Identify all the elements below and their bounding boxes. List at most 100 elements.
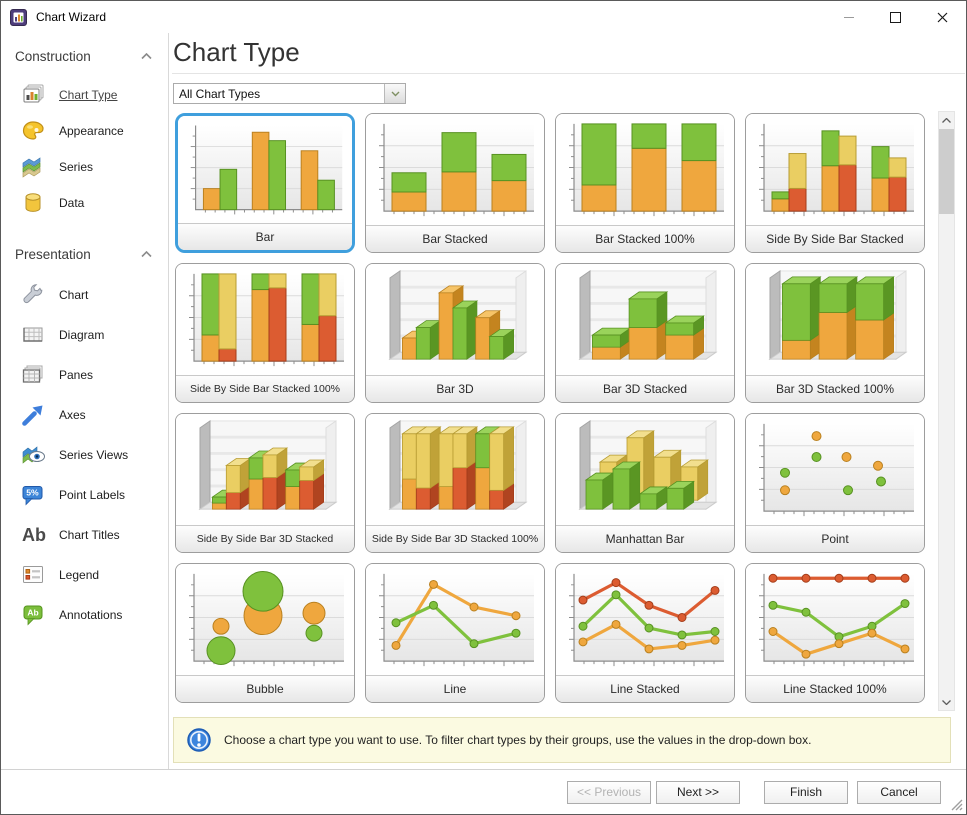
sidebar: Construction Chart Type Appearance Series Da…	[1, 33, 169, 769]
dropdown-selected-value: All Chart Types	[179, 86, 261, 101]
sidebar-group-presentation: Presentation Chart Diagram Panes Axes Series …	[1, 237, 168, 635]
tile-label: Bar	[178, 223, 352, 250]
legend-icon	[20, 562, 46, 588]
sidebar-item-label: Chart Titles	[59, 528, 120, 542]
sidebar-item-label: Chart	[59, 288, 89, 302]
panes-icon	[20, 362, 46, 388]
chart-type-tile-line[interactable]: Line	[365, 563, 545, 703]
chart-type-tile-bubble[interactable]: Bubble	[175, 563, 355, 703]
titlebar: Chart Wizard	[1, 1, 966, 33]
sidebar-item-label: Point Labels	[59, 488, 126, 502]
chart-icon	[20, 282, 46, 308]
series-views-icon	[20, 442, 46, 468]
minimize-button[interactable]	[825, 1, 872, 33]
svg-text:Ab: Ab	[22, 525, 46, 545]
sidebar-item-appearance[interactable]: Appearance	[1, 113, 168, 149]
finish-button[interactable]: Finish	[764, 780, 848, 804]
chart-type-tile-side-by-side-bar-stacked-100[interactable]: Side By Side Bar Stacked 100%	[175, 263, 355, 403]
tile-chart-thumbnail	[366, 264, 544, 375]
sidebar-group-construction: Construction Chart Type Appearance Series Da…	[1, 39, 168, 221]
diagram-icon	[20, 322, 46, 348]
sidebar-item-label: Chart Type	[59, 88, 118, 102]
chart-type-tile-bar[interactable]: Bar	[175, 113, 355, 253]
tile-chart-thumbnail	[556, 264, 734, 375]
previous-button[interactable]: << Previous	[567, 780, 651, 804]
sidebar-item-label: Axes	[59, 408, 86, 422]
next-button[interactable]: Next >>	[656, 780, 740, 804]
sidebar-item-label: Diagram	[59, 328, 105, 342]
scrollbar-thumb[interactable]	[939, 129, 954, 214]
axes-icon	[20, 402, 46, 428]
resize-grip-icon[interactable]	[950, 798, 964, 812]
chart-type-tile-bar-3d-stacked-100[interactable]: Bar 3D Stacked 100%	[745, 263, 925, 403]
tile-label: Bubble	[176, 675, 354, 702]
sidebar-item-series[interactable]: Series	[1, 149, 168, 185]
chart-type-tile-line-stacked[interactable]: Line Stacked	[555, 563, 735, 703]
sidebar-item-series-views[interactable]: Series Views	[1, 435, 168, 475]
tile-label: Side By Side Bar 3D Stacked 100%	[366, 525, 544, 552]
chevron-up-icon	[141, 250, 152, 257]
sidebar-item-legend[interactable]: Legend	[1, 555, 168, 595]
chart-titles-icon: Ab	[20, 522, 46, 548]
chart-type-tile-bar-3d-stacked[interactable]: Bar 3D Stacked	[555, 263, 735, 403]
group-header-construction[interactable]: Construction	[1, 39, 168, 67]
close-icon	[937, 12, 948, 23]
chart-type-tile-side-by-side-bar-3d-stacked[interactable]: Side By Side Bar 3D Stacked	[175, 413, 355, 553]
window-title: Chart Wizard	[36, 10, 107, 24]
sidebar-item-label: Annotations	[59, 608, 123, 622]
tile-chart-thumbnail	[366, 414, 544, 525]
chart-type-tile-side-by-side-bar-stacked[interactable]: Side By Side Bar Stacked	[745, 113, 925, 253]
tile-chart-thumbnail	[176, 414, 354, 525]
chart-type-filter-dropdown[interactable]: All Chart Types	[173, 83, 406, 104]
group-header-presentation[interactable]: Presentation	[1, 237, 168, 265]
tile-label: Side By Side Bar 3D Stacked	[176, 525, 354, 552]
dropdown-open-button[interactable]	[384, 84, 405, 103]
cancel-button[interactable]: Cancel	[857, 780, 941, 804]
chart-type-tile-bar-stacked[interactable]: Bar Stacked	[365, 113, 545, 253]
sidebar-item-chart-type[interactable]: Chart Type	[1, 77, 168, 113]
sidebar-item-chart-titles[interactable]: Ab Chart Titles	[1, 515, 168, 555]
close-button[interactable]	[919, 1, 966, 33]
sidebar-item-point-labels[interactable]: 5% Point Labels	[1, 475, 168, 515]
tile-label: Line	[366, 675, 544, 702]
page-title: Chart Type	[173, 37, 300, 67]
tile-chart-thumbnail	[178, 116, 352, 223]
tile-label: Side By Side Bar Stacked	[746, 225, 924, 252]
tile-chart-thumbnail	[746, 414, 924, 525]
info-icon	[186, 727, 212, 753]
chart-type-tile-side-by-side-bar-3d-stacked-100[interactable]: Side By Side Bar 3D Stacked 100%	[365, 413, 545, 553]
maximize-button[interactable]	[872, 1, 919, 33]
gallery-scrollbar[interactable]	[938, 111, 955, 711]
svg-text:5%: 5%	[26, 488, 39, 498]
scroll-up-button[interactable]	[939, 112, 954, 128]
sidebar-item-label: Legend	[59, 568, 100, 582]
sidebar-item-data[interactable]: Data	[1, 185, 168, 221]
chevron-down-icon	[391, 91, 399, 96]
tile-label: Point	[746, 525, 924, 552]
sidebar-item-axes[interactable]: Axes	[1, 395, 168, 435]
sidebar-item-diagram[interactable]: Diagram	[1, 315, 168, 355]
app-icon	[10, 8, 27, 26]
tile-label: Manhattan Bar	[556, 525, 734, 552]
tile-label: Bar 3D Stacked 100%	[746, 375, 924, 402]
window-controls	[825, 1, 966, 33]
sidebar-item-chart[interactable]: Chart	[1, 275, 168, 315]
chart-type-tile-line-stacked-100[interactable]: Line Stacked 100%	[745, 563, 925, 703]
sidebar-item-label: Series	[59, 160, 94, 174]
series-icon	[20, 154, 46, 180]
chart-type-tile-manhattan-bar[interactable]: Manhattan Bar	[555, 413, 735, 553]
tile-chart-thumbnail	[746, 264, 924, 375]
group-label: Presentation	[15, 246, 91, 262]
chart-type-tile-bar-stacked-100[interactable]: Bar Stacked 100%	[555, 113, 735, 253]
chart-type-tile-bar-3d[interactable]: Bar 3D	[365, 263, 545, 403]
tile-label: Bar Stacked 100%	[556, 225, 734, 252]
tile-label: Line Stacked	[556, 675, 734, 702]
tile-chart-thumbnail	[556, 564, 734, 675]
main-panel: Chart Type All Chart Types Bar Bar Stacke…	[169, 33, 966, 769]
sidebar-item-panes[interactable]: Panes	[1, 355, 168, 395]
sidebar-item-annotations[interactable]: Ab Annotations	[1, 595, 168, 635]
scroll-down-button[interactable]	[939, 694, 954, 710]
tile-label: Side By Side Bar Stacked 100%	[176, 375, 354, 402]
chart-type-tile-point[interactable]: Point	[745, 413, 925, 553]
tile-label: Bar 3D Stacked	[556, 375, 734, 402]
